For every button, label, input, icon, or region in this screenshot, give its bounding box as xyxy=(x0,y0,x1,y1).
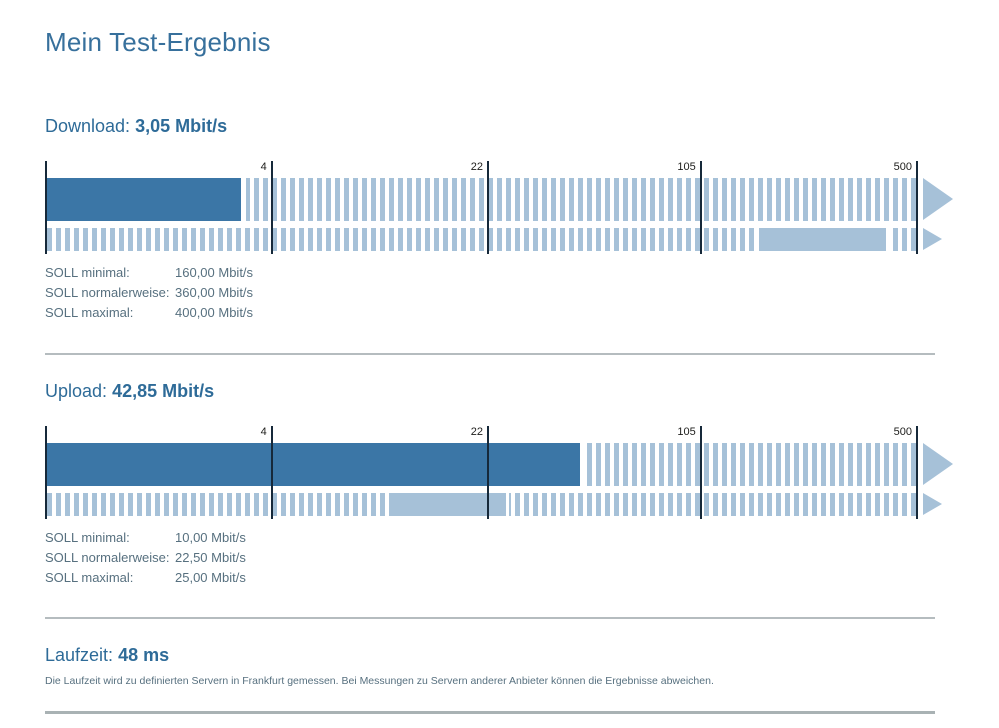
soll-minimal-label: SOLL minimal: xyxy=(45,265,130,280)
soll-minimal-label: SOLL minimal: xyxy=(45,530,130,545)
soll-minimal-value: 10,00 Mbit/s xyxy=(175,530,246,545)
table-row: SOLL minimal: 160,00 Mbit/s xyxy=(45,263,935,283)
arrow-right-icon xyxy=(923,178,953,220)
upload-target-track xyxy=(47,493,917,516)
table-row: SOLL normalerweise: 22,50 Mbit/s xyxy=(45,548,935,568)
download-heading-label: Download: xyxy=(45,116,131,136)
footer-divider xyxy=(45,711,935,714)
section-divider xyxy=(45,353,935,355)
tick-line xyxy=(699,161,702,254)
soll-normal-label: SOLL normalerweise: xyxy=(45,285,170,300)
soll-normal-value: 360,00 Mbit/s xyxy=(175,285,254,300)
soll-maximal-label: SOLL maximal: xyxy=(45,305,134,320)
tick-label: 4 xyxy=(260,161,267,173)
arrow-right-icon xyxy=(923,443,953,485)
upload-gauge-chart: 4 22 105 500 xyxy=(45,426,953,519)
arrow-right-icon xyxy=(923,228,942,250)
upload-heading: Upload: 42,85 Mbit/s xyxy=(45,381,935,402)
download-target-range-bar xyxy=(756,228,889,251)
tick-line xyxy=(699,426,702,519)
latency-heading: Laufzeit: 48 ms xyxy=(45,645,935,666)
download-heading-value: 3,05 Mbit/s xyxy=(135,116,228,136)
upload-heading-value: 42,85 Mbit/s xyxy=(112,381,215,401)
arrow-right-icon xyxy=(923,493,942,515)
tick-label: 105 xyxy=(677,161,696,173)
download-gauge-chart: 4 22 105 500 xyxy=(45,161,953,254)
tick-label: 105 xyxy=(677,426,696,438)
upload-measured-bar xyxy=(47,443,584,486)
tick-label: 22 xyxy=(470,161,483,173)
table-row: SOLL minimal: 10,00 Mbit/s xyxy=(45,528,935,548)
download-soll-table: SOLL minimal: 160,00 Mbit/s SOLL normale… xyxy=(45,263,935,323)
soll-minimal-value: 160,00 Mbit/s xyxy=(175,265,254,280)
table-row: SOLL maximal: 400,00 Mbit/s xyxy=(45,303,935,323)
tick-line xyxy=(270,161,273,254)
results-page: Mein Test-Ergebnis Download: 3,05 Mbit/s… xyxy=(45,27,953,714)
download-measured-bar xyxy=(47,178,246,221)
page-title: Mein Test-Ergebnis xyxy=(45,27,271,57)
latency-heading-label: Laufzeit: xyxy=(45,645,114,665)
download-measured-track xyxy=(47,178,917,221)
upload-target-range-bar xyxy=(386,493,510,516)
soll-maximal-value: 25,00 Mbit/s xyxy=(175,570,246,585)
upload-heading-label: Upload: xyxy=(45,381,108,401)
download-target-track xyxy=(47,228,917,251)
table-row: SOLL normalerweise: 360,00 Mbit/s xyxy=(45,283,935,303)
section-divider xyxy=(45,617,935,619)
chart-left-axis-line xyxy=(45,161,47,254)
soll-maximal-label: SOLL maximal: xyxy=(45,570,134,585)
tick-line xyxy=(486,161,489,254)
upload-measured-track xyxy=(47,443,917,486)
tick-line xyxy=(916,161,918,254)
table-row: SOLL maximal: 25,00 Mbit/s xyxy=(45,568,935,588)
chart-left-axis-line xyxy=(45,426,47,519)
tick-label: 4 xyxy=(260,426,267,438)
latency-note: Die Laufzeit wird zu definierten Servern… xyxy=(45,675,714,687)
download-heading: Download: 3,05 Mbit/s xyxy=(45,116,935,137)
tick-label: 22 xyxy=(470,426,483,438)
upload-soll-table: SOLL minimal: 10,00 Mbit/s SOLL normaler… xyxy=(45,528,935,588)
soll-maximal-value: 400,00 Mbit/s xyxy=(175,305,254,320)
latency-heading-value: 48 ms xyxy=(118,645,170,665)
soll-normal-label: SOLL normalerweise: xyxy=(45,550,170,565)
tick-line xyxy=(270,426,273,519)
tick-label: 500 xyxy=(893,426,912,438)
tick-line xyxy=(486,426,489,519)
tick-line xyxy=(916,426,918,519)
tick-label: 500 xyxy=(893,161,912,173)
soll-normal-value: 22,50 Mbit/s xyxy=(175,550,246,565)
